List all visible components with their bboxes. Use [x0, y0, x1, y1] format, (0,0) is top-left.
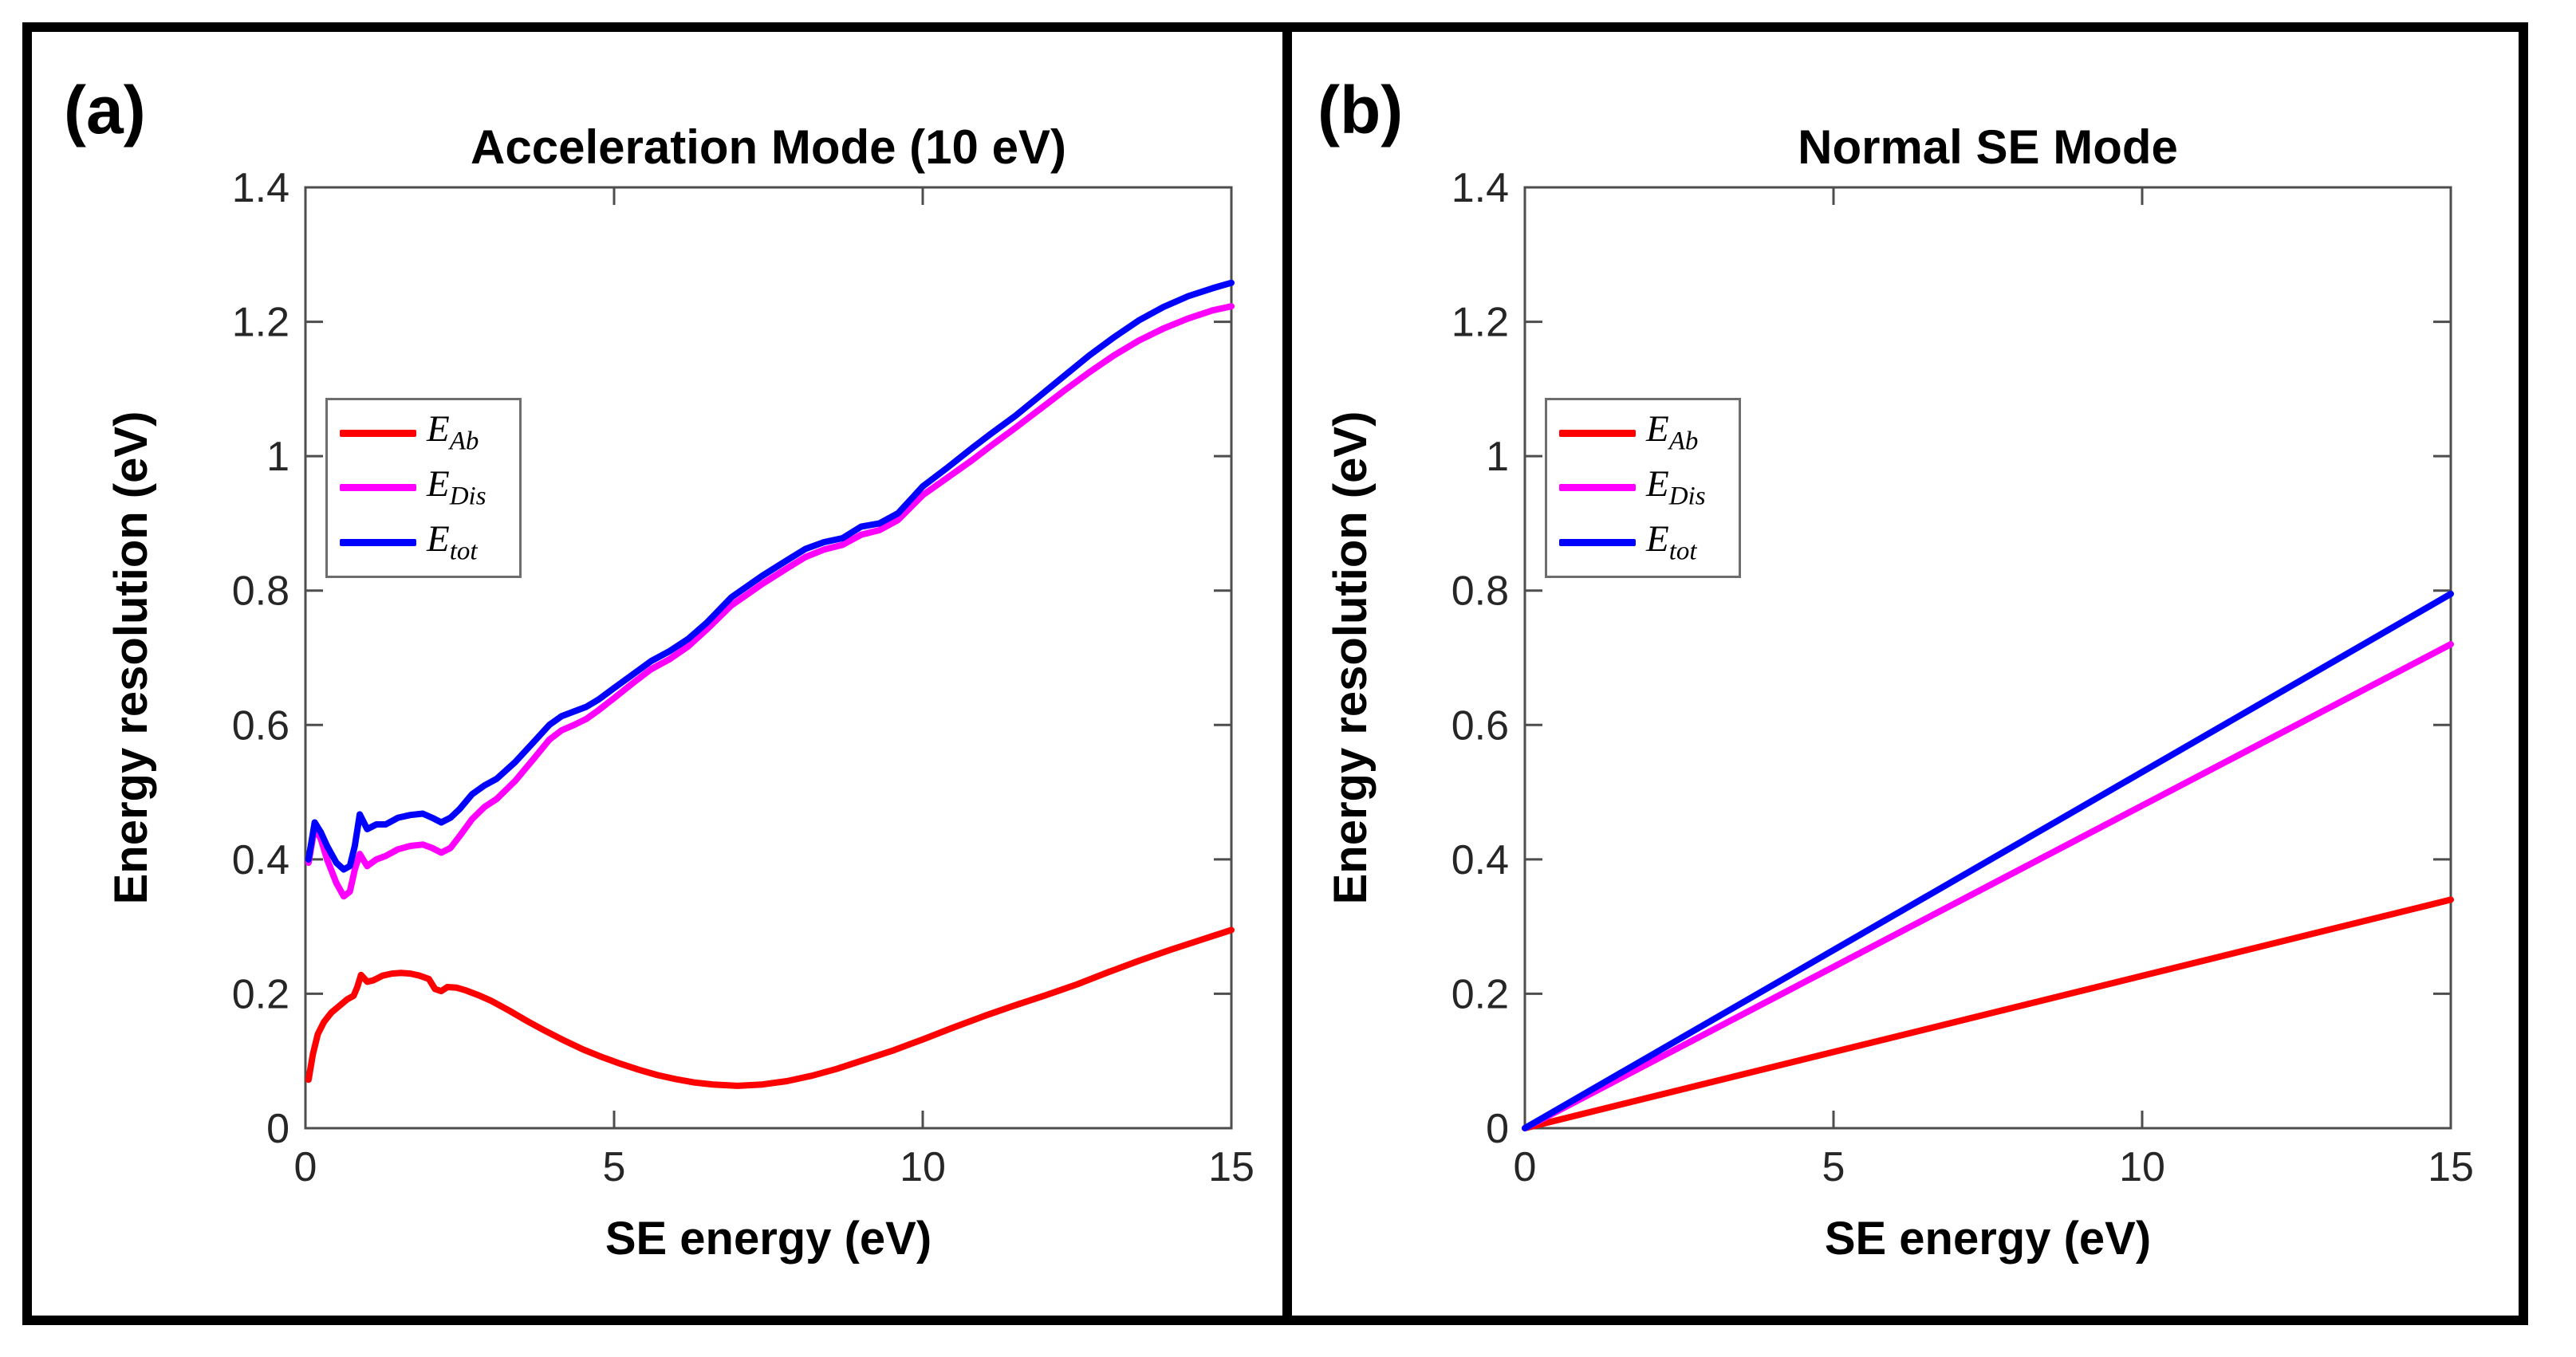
series-line-E_tot	[305, 279, 1235, 873]
x-tick-label: 0	[1514, 1144, 1537, 1190]
axis-box	[304, 186, 1233, 1130]
panel-b-title: Normal SE Mode	[1798, 120, 2178, 174]
y-tick-label: 1	[266, 434, 290, 480]
series-line-E_Ab	[305, 926, 1235, 1089]
y-tick-label: 1	[1486, 434, 1509, 480]
legend-label: EDis	[1646, 463, 1706, 511]
y-tick-label: 1.4	[1451, 165, 1509, 211]
legend-line-swatch	[340, 539, 416, 547]
y-tick-label: 0.8	[232, 568, 290, 615]
axis-box	[1523, 186, 2452, 1130]
panel-b-y-axis-label: Energy resolution (eV)	[1325, 411, 1377, 905]
panel-b-corner-label: (b)	[1318, 73, 1404, 148]
figure-frame	[22, 22, 2528, 1325]
x-tick-label: 5	[1822, 1144, 1845, 1190]
x-tick-label: 0	[294, 1144, 317, 1190]
legend-line-swatch	[1559, 484, 1636, 492]
y-tick-label: 0.6	[232, 702, 290, 749]
panel-a-corner-label: (a)	[64, 73, 146, 148]
panel-a-legend: EAb EDis Etot	[325, 398, 522, 578]
legend-label: Etot	[1646, 518, 1697, 566]
y-tick-label: 1.2	[232, 300, 290, 346]
panel-b-legend: EAb EDis Etot	[1545, 398, 1741, 578]
legend-line-swatch	[1559, 429, 1636, 437]
y-tick-label: 0.8	[1451, 568, 1509, 615]
y-tick-label: 1.2	[1451, 300, 1509, 346]
y-tick-label: 0	[1486, 1106, 1509, 1152]
series-line-E_Ab	[1522, 896, 2454, 1131]
y-tick-label: 0.2	[232, 971, 290, 1017]
panel-a-chart-svg: 0 5 10 15 0 0.2 0.4 0.6 0.8 1 1.2 1.4	[232, 165, 1255, 1190]
legend-label: EDis	[427, 463, 486, 511]
series-line-E_Dis	[305, 303, 1235, 900]
legend-label: Etot	[427, 518, 478, 566]
y-tick-label: 0.4	[232, 837, 290, 883]
x-tick-label: 15	[1208, 1144, 1255, 1190]
y-tick-label: 0	[266, 1106, 290, 1152]
legend-entry-E_tot: Etot	[328, 521, 519, 564]
legend-line-swatch	[340, 429, 416, 437]
legend-line-swatch	[1559, 539, 1636, 547]
panel-a-plot-area: 0 5 10 15 0 0.2 0.4 0.6 0.8 1 1.2 1.4 EAb EDis Etot	[232, 165, 1255, 1190]
legend-entry-E_Dis: EDis	[328, 466, 519, 509]
panel-b-x-axis-label: SE energy (eV)	[1824, 1213, 2152, 1265]
legend-entry-E_Ab: EAb	[328, 411, 519, 454]
panel-b-plot-area: 0 5 10 15 0 0.2 0.4 0.6 0.8 1 1.2 1.4 EAb EDis Etot	[1451, 165, 2474, 1190]
x-tick-label: 15	[2428, 1144, 2474, 1190]
legend-label: EAb	[1646, 408, 1699, 456]
panel-divider	[1282, 22, 1292, 1325]
panel-a-title: Acceleration Mode (10 eV)	[471, 120, 1066, 174]
x-tick-label: 10	[900, 1144, 946, 1190]
y-tick-label: 1.4	[232, 165, 290, 211]
legend-entry-E_tot: Etot	[1547, 521, 1739, 564]
panel-a-x-axis-label: SE energy (eV)	[605, 1213, 932, 1265]
y-tick-label: 0.4	[1451, 837, 1509, 883]
x-tick-label: 10	[2119, 1144, 2165, 1190]
panel-a-y-axis-label: Energy resolution (eV)	[105, 411, 157, 905]
x-tick-label: 5	[603, 1144, 626, 1190]
y-tick-label: 0.2	[1451, 971, 1509, 1017]
legend-line-swatch	[340, 484, 416, 492]
legend-label: EAb	[427, 408, 479, 456]
legend-entry-E_Dis: EDis	[1547, 466, 1739, 509]
series-line-E_Dis	[1522, 641, 2454, 1131]
y-tick-label: 0.6	[1451, 702, 1509, 749]
panel-b-chart-svg: 0 5 10 15 0 0.2 0.4 0.6 0.8 1 1.2 1.4	[1451, 165, 2474, 1190]
legend-entry-E_Ab: EAb	[1547, 411, 1739, 454]
series-line-E_tot	[1522, 590, 2454, 1131]
